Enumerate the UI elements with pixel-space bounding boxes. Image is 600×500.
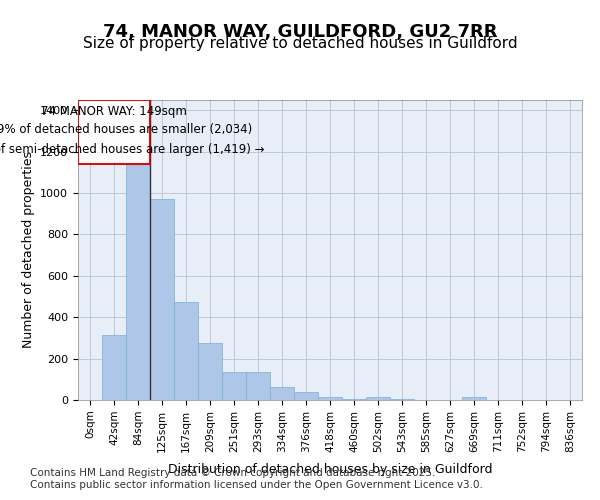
X-axis label: Distribution of detached houses by size in Guildford: Distribution of detached houses by size … bbox=[168, 463, 492, 476]
Bar bbox=[198, 343, 222, 400]
Text: 74 MANOR WAY: 149sqm
← 59% of detached houses are smaller (2,034)
41% of semi-de: 74 MANOR WAY: 149sqm ← 59% of detached h… bbox=[0, 104, 264, 156]
Bar bbox=[318, 397, 342, 400]
Bar bbox=[222, 372, 246, 400]
Bar bbox=[246, 372, 270, 400]
Bar bbox=[174, 302, 198, 400]
Bar bbox=[150, 200, 174, 400]
Bar bbox=[462, 397, 486, 400]
Bar bbox=[102, 335, 126, 400]
FancyBboxPatch shape bbox=[78, 100, 150, 164]
Bar bbox=[390, 399, 414, 400]
Bar bbox=[126, 164, 150, 400]
Text: Contains HM Land Registry data © Crown copyright and database right 2025.
Contai: Contains HM Land Registry data © Crown c… bbox=[30, 468, 483, 490]
Bar bbox=[342, 399, 366, 400]
Y-axis label: Number of detached properties: Number of detached properties bbox=[22, 152, 35, 348]
Bar bbox=[294, 392, 318, 400]
Bar bbox=[366, 397, 390, 400]
Bar bbox=[270, 386, 294, 400]
Text: 74, MANOR WAY, GUILDFORD, GU2 7RR: 74, MANOR WAY, GUILDFORD, GU2 7RR bbox=[103, 22, 497, 40]
Text: Size of property relative to detached houses in Guildford: Size of property relative to detached ho… bbox=[83, 36, 517, 51]
